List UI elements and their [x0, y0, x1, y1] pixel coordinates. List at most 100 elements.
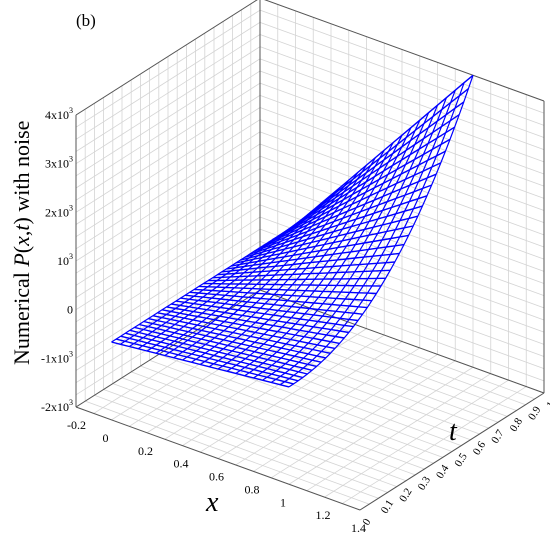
z-tick-base: 2x10 [45, 205, 69, 219]
floor-grid-line [195, 330, 480, 435]
left-grid-line [75, 70, 261, 189]
back-grid-line [259, 277, 545, 382]
left-grid-line [75, 143, 261, 262]
t-tick-label: 0.7 [489, 427, 507, 445]
left-grid-line [75, 107, 261, 225]
z-label-suffix: with noise [9, 121, 34, 218]
z-tick-base: -1x10 [41, 351, 69, 365]
z-tick-exponent: 3 [69, 349, 73, 358]
surface-line-x [120, 217, 305, 345]
surface-line-x [111, 224, 296, 343]
box-frame [75, 0, 545, 511]
z-tick-exponent: 3 [69, 398, 73, 407]
frame-edge [359, 392, 545, 511]
frame-edge [264, 0, 545, 102]
surface-line-x [262, 97, 447, 381]
floor-grid-line [121, 377, 407, 482]
z-tick-exponent: 3 [69, 203, 73, 212]
z-tick-base: -2x10 [41, 400, 69, 414]
surface-line-x [199, 149, 385, 365]
left-grid-line [75, 240, 261, 359]
z-tick-label: -1x103 [41, 349, 73, 365]
back-grid-line [259, 9, 545, 114]
x-tick-label: -0.2 [67, 418, 86, 432]
surface-line-x [146, 194, 332, 352]
x-tick-label: 1.2 [316, 508, 331, 522]
x-tick-label: 1 [280, 495, 286, 509]
back-grid-line [259, 21, 545, 126]
left-grid-line [75, 167, 261, 286]
left-grid-line [75, 21, 261, 140]
z-tick-label: 0 [67, 303, 73, 317]
z-label-open: ( [9, 246, 34, 253]
surface-line-x [173, 172, 359, 359]
z-label-func: P [9, 253, 34, 267]
back-grid-line [259, 131, 545, 236]
left-grid-line [75, 216, 261, 335]
t-tick-label: 0.4 [434, 462, 452, 480]
surface-line-x [279, 82, 465, 386]
back-grid-line [259, 265, 545, 370]
left-grid-line [75, 277, 261, 396]
surface-line-x [253, 104, 439, 379]
floor-grid-line [167, 348, 453, 452]
z-tick-label: -2x103 [41, 398, 73, 414]
frame-edge [75, 0, 258, 116]
back-grid-line [259, 216, 545, 321]
x-tick-label: 0.8 [245, 482, 260, 496]
floor-grid-line [140, 365, 425, 470]
surface-line-x [270, 89, 456, 383]
z-tick-base: 0 [67, 303, 73, 317]
t-tick-label: 0 [360, 516, 373, 527]
left-grid-line [75, 58, 261, 177]
frame-edge [259, 289, 545, 394]
back-grid-line [259, 46, 545, 151]
back-grid-line [259, 253, 545, 357]
z-axis-label: Numerical P(x,t) with noise [9, 121, 34, 365]
t-axis-label: t [449, 416, 458, 447]
x-axis-label: x [205, 487, 219, 518]
t-tick-label: 0.1 [379, 498, 396, 516]
surface-line-x [288, 75, 474, 388]
surface-line-x [217, 134, 403, 370]
floor-grid-line [158, 353, 443, 458]
surface-line-x [244, 112, 430, 377]
left-grid-line [75, 155, 261, 274]
left-grid-line [75, 119, 261, 238]
left-grid-line [75, 253, 261, 371]
surface-line-x [235, 119, 421, 374]
surface-line-x [128, 209, 314, 348]
floor-grid-line [149, 359, 434, 464]
floor-grid-line [232, 307, 517, 411]
surface-line-x [191, 157, 376, 363]
t-tick-label: 1 [544, 400, 550, 411]
x-tick-label: 1.4 [351, 521, 366, 534]
surface-line-x [155, 187, 341, 354]
floor-grid-line [241, 301, 526, 406]
z-label-comma: , [9, 231, 34, 237]
left-grid-line [75, 46, 261, 165]
z-tick-label: 2x103 [45, 203, 73, 219]
z-label-prefix: Numerical [9, 267, 34, 365]
back-grid-line [259, 240, 545, 345]
floor-grid-line [112, 383, 397, 487]
floor-grid-line [177, 342, 462, 447]
floor-grid-line [94, 394, 379, 499]
z-tick-label: 3x103 [45, 155, 73, 171]
floor-grid [75, 289, 545, 511]
back-grid-line [259, 34, 545, 138]
x-tick-label: 0.4 [174, 457, 189, 471]
z-tick-base: 10 [57, 254, 69, 268]
z-tick-exponent: 3 [69, 155, 73, 164]
floor-grid-line [186, 336, 471, 441]
left-grid-line [75, 94, 261, 213]
left-grid-line [75, 34, 261, 152]
surface-line-x [137, 202, 323, 350]
surface-mesh [111, 74, 474, 388]
left-grid-line [75, 228, 261, 347]
x-tick-label: 0.2 [138, 444, 153, 458]
t-tick-label: 0.2 [397, 486, 414, 504]
floor-grid-line [103, 389, 388, 493]
z-tick-label: 4x103 [45, 106, 73, 122]
